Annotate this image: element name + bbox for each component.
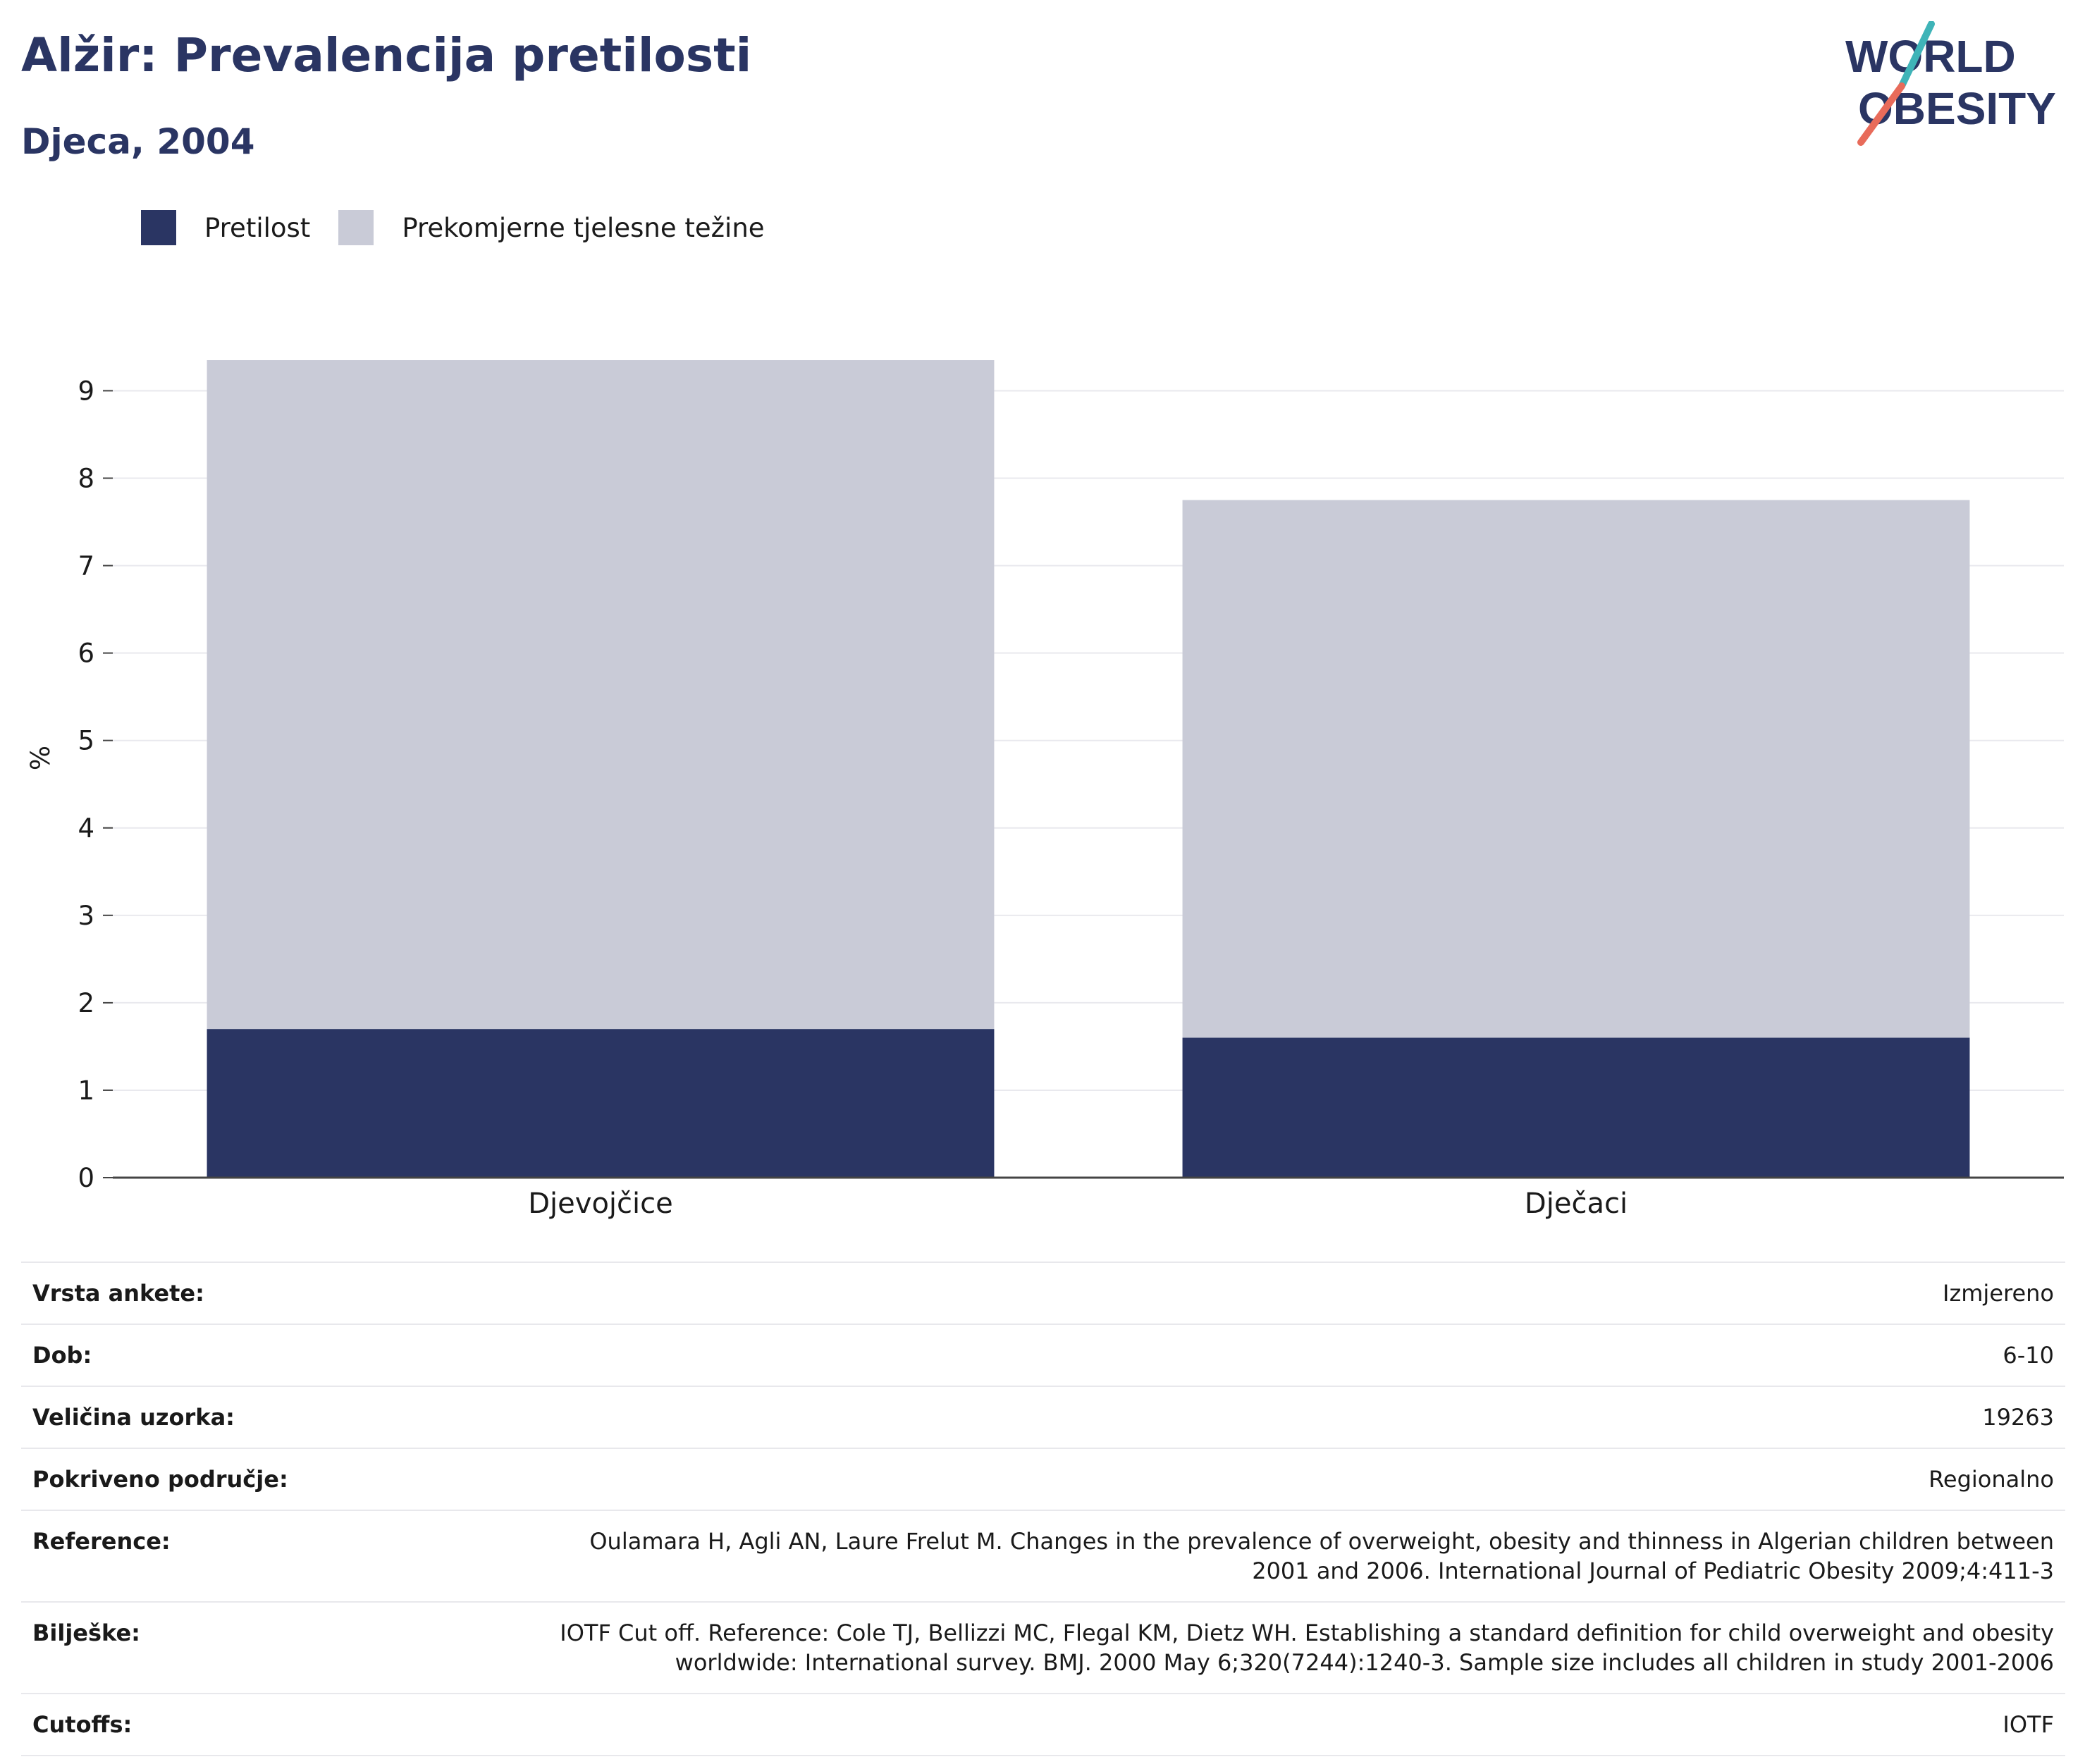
y-tick-label: 7	[78, 551, 94, 581]
legend-item-obesity[interactable]: Pretilost	[141, 210, 310, 245]
info-row-area: Pokriveno područje: Regionalno	[21, 1448, 2065, 1511]
info-value: Regionalno	[537, 1448, 2065, 1511]
stacked-bar-chart: 0 1 2 3 4 5 6 7 8 9% Djevojčice Dječaci	[25, 360, 2064, 1220]
info-row-survey-type: Vrsta ankete: Izmjereno	[21, 1262, 2065, 1325]
info-value: IOTF Cut off. Reference: Cole TJ, Belliz…	[537, 1601, 2065, 1694]
y-tick-label: 6	[78, 639, 94, 669]
y-tick-label: 2	[78, 988, 94, 1018]
info-value: 6-10	[537, 1324, 2065, 1387]
survey-info-table: Vrsta ankete: Izmjereno Dob: 6-10 Veliči…	[21, 1262, 2065, 1756]
info-row-cutoffs: Cutoffs: IOTF	[21, 1693, 2065, 1756]
world-obesity-logo: WORLD OBESITY	[1845, 21, 2056, 146]
y-tick-label: 8	[78, 464, 94, 494]
info-label: Veličina uzorka:	[21, 1386, 537, 1449]
y-axis-label: %	[25, 746, 56, 770]
chart-title: Alžir: Prevalencija pretilosti	[21, 28, 752, 82]
info-label: Pokriveno područje:	[21, 1448, 537, 1511]
info-value: IOTF	[537, 1693, 2065, 1756]
svg-text:WORLD: WORLD	[1845, 31, 2016, 82]
y-tick-label: 4	[78, 813, 94, 844]
y-tick-label: 3	[78, 901, 94, 931]
info-value: 19263	[537, 1386, 2065, 1449]
y-tick-label: 1	[78, 1075, 94, 1106]
info-value: Oulamara H, Agli AN, Laure Frelut M. Cha…	[537, 1510, 2065, 1603]
legend-swatch-overweight	[338, 210, 374, 245]
legend-label-overweight: Prekomjerne tjelesne težine	[402, 212, 765, 243]
chart-legend: Pretilost Prekomjerne tjelesne težine	[141, 210, 793, 245]
bar-obesity	[1182, 1037, 1970, 1178]
bar-overweight	[1182, 500, 1970, 1038]
info-label: Dob:	[21, 1324, 537, 1387]
y-tick-label: 0	[78, 1163, 94, 1193]
info-label: Reference:	[21, 1510, 537, 1603]
legend-label-obesity: Pretilost	[204, 212, 311, 243]
legend-item-overweight[interactable]: Prekomjerne tjelesne težine	[338, 210, 765, 245]
x-category-label: Djevojčice	[528, 1188, 673, 1220]
info-value: Izmjereno	[537, 1262, 2065, 1325]
y-tick-label: 5	[78, 726, 94, 756]
x-category-label: Dječaci	[1525, 1188, 1628, 1220]
info-row-reference: Reference: Oulamara H, Agli AN, Laure Fr…	[21, 1510, 2065, 1603]
bar-overweight	[207, 360, 995, 1030]
chart-subtitle: Djeca, 2004	[21, 121, 255, 162]
info-row-age: Dob: 6-10	[21, 1324, 2065, 1387]
y-tick-label: 9	[78, 376, 94, 406]
info-row-notes: Bilješke: IOTF Cut off. Reference: Cole …	[21, 1601, 2065, 1694]
info-label: Vrsta ankete:	[21, 1262, 537, 1325]
info-row-sample-size: Veličina uzorka: 19263	[21, 1386, 2065, 1449]
svg-text:OBESITY: OBESITY	[1858, 83, 2056, 134]
legend-swatch-obesity	[141, 210, 176, 245]
info-label: Bilješke:	[21, 1601, 537, 1694]
info-label: Cutoffs:	[21, 1693, 537, 1756]
bar-obesity	[207, 1029, 995, 1178]
